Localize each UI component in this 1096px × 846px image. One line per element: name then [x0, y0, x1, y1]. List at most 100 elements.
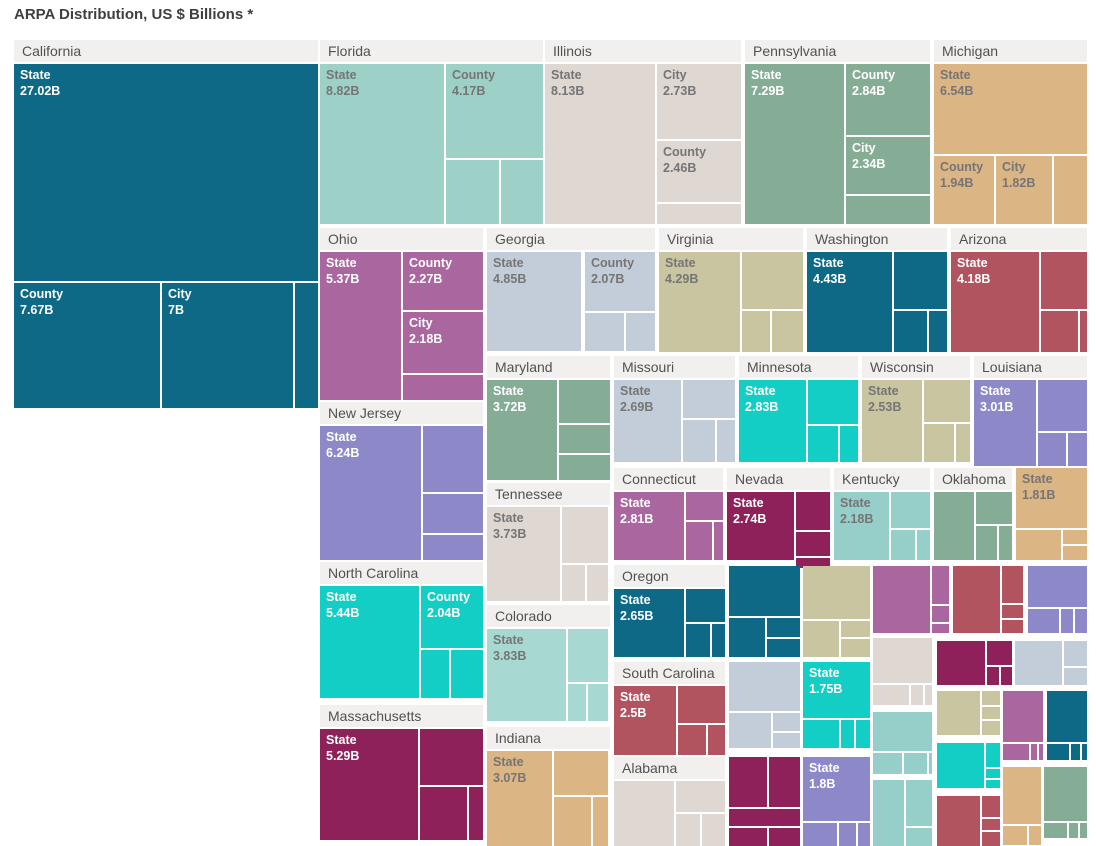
group-header-indiana[interactable]: Indiana: [487, 727, 610, 749]
tile-connecticut-sub2[interactable]: [686, 522, 712, 560]
tile-oregon-sub2[interactable]: [686, 624, 710, 657]
tile-michigan-county[interactable]: County 1.94B: [934, 156, 994, 224]
tile-alabama-sub1[interactable]: [676, 781, 725, 812]
tile-georgia-state[interactable]: State 4.85B: [487, 252, 581, 351]
tile-pennsylvania-county[interactable]: County 2.84B: [846, 64, 930, 135]
tile-pennsylvania-sub3[interactable]: [846, 196, 930, 224]
tile-tennessee-sub2[interactable]: [562, 565, 585, 601]
tile-state-27-sub1[interactable]: [729, 618, 765, 657]
tile-state-44-sub1[interactable]: [769, 757, 800, 807]
tile-colorado-state[interactable]: State 3.83B: [487, 629, 566, 721]
tile-indiana-state[interactable]: State 3.07B: [487, 751, 552, 846]
tile-illinois-city[interactable]: City 2.73B: [657, 64, 741, 139]
tile-state-48-sub1[interactable]: [1003, 826, 1027, 845]
tile-state-25-sub2[interactable]: [1063, 530, 1087, 544]
tile-state-33-sub1[interactable]: [729, 713, 771, 748]
tile-michigan-sub3[interactable]: [1054, 156, 1087, 224]
tile-state-29-sub1[interactable]: [932, 566, 949, 604]
tile-oklahoma-sub1[interactable]: [976, 492, 1012, 524]
group-header-oklahoma[interactable]: Oklahoma: [934, 468, 1012, 490]
tile-indiana-sub1[interactable]: [554, 751, 608, 795]
tile-colorado-sub1[interactable]: [568, 629, 608, 682]
tile-alabama-sub3[interactable]: [702, 814, 725, 846]
tile-wisconsin-sub2[interactable]: [924, 424, 954, 462]
tile-state-30-sub0[interactable]: [953, 566, 1000, 633]
tile-state-44-sub3[interactable]: [729, 828, 767, 846]
tile-state-36-sub3[interactable]: [1001, 667, 1012, 685]
tile-state-31-sub1[interactable]: [1028, 609, 1059, 633]
tile-california-sub3[interactable]: [295, 283, 318, 408]
tile-michigan-state[interactable]: State 6.54B: [934, 64, 1087, 154]
tile-state-29-sub2[interactable]: [932, 606, 949, 622]
tile-south-carolina-sub2[interactable]: [678, 725, 706, 755]
tile-tennessee-state[interactable]: State 3.73B: [487, 507, 560, 601]
tile-nevada-sub3[interactable]: [796, 558, 830, 568]
tile-michigan-city[interactable]: City 1.82B: [996, 156, 1052, 224]
tile-state-41-sub0[interactable]: [873, 712, 932, 751]
tile-state-31-sub3[interactable]: [1075, 609, 1087, 633]
group-header-florida[interactable]: Florida: [320, 40, 543, 62]
tile-state-49-sub3[interactable]: [1080, 823, 1087, 838]
tile-state-28-sub0[interactable]: [803, 566, 870, 619]
tile-state-49-sub2[interactable]: [1069, 823, 1078, 838]
tile-missouri-sub2[interactable]: [683, 420, 715, 462]
tile-new-jersey-state[interactable]: State 6.24B: [320, 426, 421, 560]
tile-oregon-state[interactable]: State 2.65B: [614, 589, 684, 657]
tile-louisiana-sub3[interactable]: [1068, 433, 1087, 466]
tile-state-33-sub0[interactable]: [729, 662, 800, 711]
tile-minnesota-state[interactable]: State 2.83B: [739, 380, 806, 462]
tile-state-38-sub0[interactable]: [937, 691, 980, 735]
tile-new-jersey-sub3[interactable]: [423, 535, 483, 560]
tile-georgia-sub3[interactable]: [626, 313, 655, 351]
tile-massachusetts-sub3[interactable]: [469, 787, 483, 840]
tile-south-carolina-state[interactable]: State 2.5B: [614, 686, 676, 755]
tile-state-36-sub0[interactable]: [937, 641, 985, 685]
group-header-nevada[interactable]: Nevada: [727, 468, 830, 490]
tile-tennessee-sub1[interactable]: [562, 507, 608, 563]
tile-massachusetts-sub2[interactable]: [420, 787, 467, 840]
tile-maryland-sub3[interactable]: [559, 455, 610, 480]
tile-state-49-sub0[interactable]: [1044, 767, 1087, 821]
tile-wisconsin-sub1[interactable]: [924, 380, 970, 422]
tile-state-34-sub3[interactable]: [856, 720, 870, 748]
tile-state-35-sub2[interactable]: [911, 685, 923, 705]
tile-georgia-sub2[interactable]: [585, 313, 624, 351]
tile-new-jersey-sub2[interactable]: [423, 494, 483, 533]
tile-north-carolina-sub3[interactable]: [451, 650, 483, 698]
tile-state-27-sub2[interactable]: [767, 618, 800, 637]
tile-maryland-sub2[interactable]: [559, 425, 610, 453]
group-header-illinois[interactable]: Illinois: [545, 40, 741, 62]
group-header-louisiana[interactable]: Louisiana: [974, 356, 1087, 378]
group-header-washington[interactable]: Washington: [807, 228, 947, 250]
tile-state-41-sub2[interactable]: [904, 753, 927, 774]
tile-state-47-sub0[interactable]: [937, 796, 980, 846]
tile-state-42-sub2[interactable]: [986, 769, 1000, 778]
tile-state-38-sub1[interactable]: [982, 691, 1000, 705]
tile-ohio-sub3[interactable]: [403, 375, 483, 400]
tile-washington-sub2[interactable]: [894, 311, 927, 352]
tile-state-25-state[interactable]: State 1.81B: [1016, 468, 1087, 528]
tile-state-36-sub2[interactable]: [987, 667, 999, 685]
tile-alabama-sub2[interactable]: [676, 814, 700, 846]
tile-tennessee-sub3[interactable]: [587, 565, 608, 601]
tile-minnesota-sub1[interactable]: [808, 380, 858, 424]
tile-state-28-sub1[interactable]: [803, 621, 839, 657]
tile-state-37-sub2[interactable]: [1064, 668, 1087, 685]
tile-oklahoma-sub2[interactable]: [976, 526, 997, 560]
tile-north-carolina-sub2[interactable]: [421, 650, 449, 698]
group-header-massachusetts[interactable]: Massachusetts: [320, 705, 483, 727]
group-header-alabama[interactable]: Alabama: [614, 757, 725, 779]
tile-state-38-sub2[interactable]: [982, 707, 1000, 719]
tile-north-carolina-state[interactable]: State 5.44B: [320, 586, 419, 698]
tile-arizona-sub3[interactable]: [1080, 311, 1087, 352]
tile-florida-county[interactable]: County 4.17B: [446, 64, 543, 158]
tile-state-46-sub2[interactable]: [906, 828, 932, 846]
group-header-michigan[interactable]: Michigan: [934, 40, 1087, 62]
tile-state-47-sub1[interactable]: [982, 796, 1000, 817]
tile-florida-sub3[interactable]: [501, 160, 543, 224]
tile-north-carolina-county[interactable]: County 2.04B: [421, 586, 483, 648]
tile-connecticut-state[interactable]: State 2.81B: [614, 492, 684, 560]
tile-ohio-state[interactable]: State 5.37B: [320, 252, 401, 400]
tile-state-38-sub3[interactable]: [982, 721, 1000, 735]
group-header-wisconsin[interactable]: Wisconsin: [862, 356, 970, 378]
